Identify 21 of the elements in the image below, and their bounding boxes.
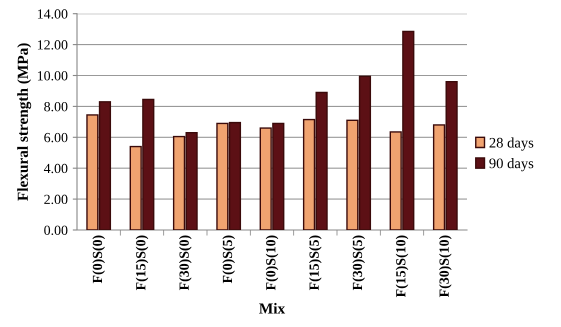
y-tick-label: 12.00: [38, 40, 68, 50]
x-tick-label: F(30)S(10): [439, 235, 452, 298]
y-tick-label: 8.00: [44, 102, 68, 112]
y-tick-label: 14.00: [38, 9, 68, 19]
x-tick-label: F(0)S(10): [266, 235, 278, 290]
x-tick-label: F(15)S(5): [309, 235, 322, 290]
y-tick-label: 6.00: [44, 132, 68, 142]
x-tick-label: F(30)S(0): [179, 235, 192, 290]
x-tick-label: F(15)S(0): [136, 235, 148, 290]
x-tick-label: F(30)S(5): [352, 235, 365, 290]
x-tick-label: F(15)S(10): [396, 235, 408, 298]
x-axis-title: Mix: [259, 302, 286, 314]
y-tick-label: 2.00: [44, 194, 68, 204]
legend-label: 90 days: [489, 158, 534, 172]
y-tick-label: 4.00: [44, 164, 68, 174]
y-axis-title: Flexural strength (MPa): [17, 43, 32, 201]
x-tick-label: F(0)S(5): [222, 235, 235, 284]
y-tick-label: 0.00: [44, 226, 68, 236]
x-tick-label: F(0)S(0): [92, 235, 105, 284]
y-tick-label: 10.00: [38, 71, 68, 81]
legend-label: 28 days: [490, 137, 534, 151]
